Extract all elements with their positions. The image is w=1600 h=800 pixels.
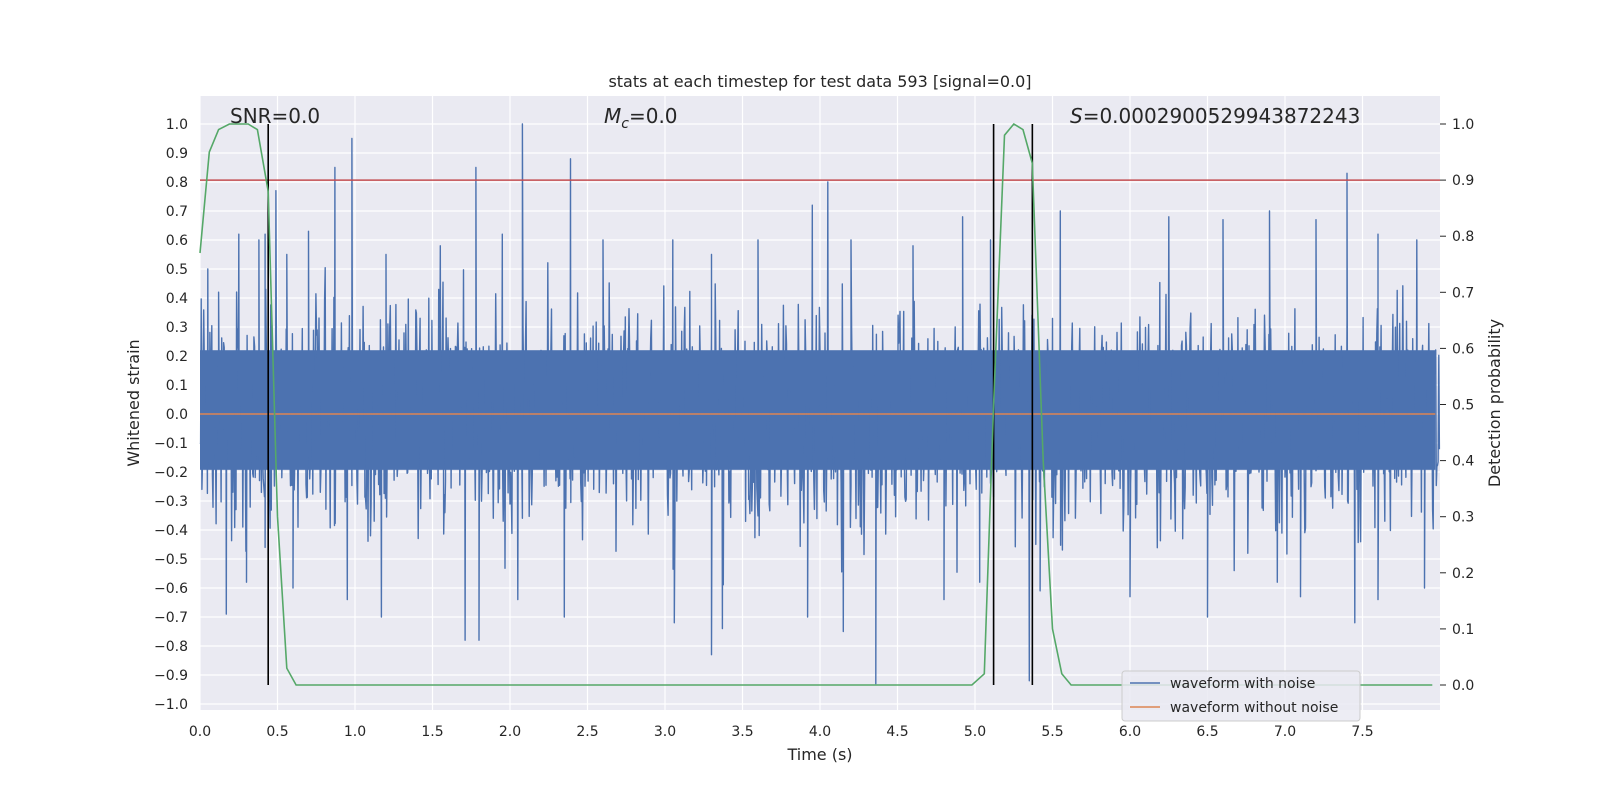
legend: waveform with noise waveform without noi… (1121, 670, 1361, 722)
y-tick-label: 0.9 (166, 146, 188, 162)
probability-line (199, 122, 1433, 686)
y2-tick-label: 0.7 (1452, 285, 1474, 301)
x-axis-label: Time (s) (786, 745, 852, 764)
y2-tick-label: 0.4 (1452, 454, 1474, 470)
y2-tick-label: 0.0 (1452, 678, 1474, 694)
x-tick-label: 1.5 (421, 724, 443, 740)
y-tick-label: 0.8 (166, 175, 188, 191)
x-tick-label: 4.5 (886, 724, 908, 740)
x-tick-label: 6.0 (1119, 724, 1141, 740)
y-tick-label: −0.6 (154, 581, 188, 597)
x-tick-label: 0.5 (266, 724, 288, 740)
y2-tick-label: 0.3 (1452, 510, 1474, 526)
y-tick-label: −0.4 (154, 523, 188, 539)
y-tick-label: 0.0 (166, 407, 188, 423)
s-value: =0.0002900529943872243 (1083, 104, 1361, 128)
legend-frame (1121, 670, 1361, 722)
y-tick-label: −0.8 (154, 639, 188, 655)
y2-tick-label: 0.6 (1452, 341, 1474, 357)
y-tick-label: 0.2 (166, 349, 188, 365)
noise-series (199, 123, 1441, 685)
x-tick-label: 2.0 (499, 724, 521, 740)
y2-axis-label: Detection probability (1485, 319, 1504, 487)
y2-tick-label: 0.9 (1452, 173, 1474, 189)
y-tick-label: 0.6 (166, 233, 188, 249)
mc-symbol: M (604, 104, 621, 128)
x-tick-label: 7.5 (1351, 724, 1373, 740)
s-annotation: S=0.0002900529943872243 (1070, 104, 1360, 128)
line-series (199, 122, 1440, 686)
y2-tick-label: 0.1 (1452, 622, 1474, 638)
y-tick-label: −0.1 (154, 436, 188, 452)
y-tick-label: −0.9 (154, 668, 188, 684)
y-tick-label: 0.4 (166, 291, 188, 307)
noise-waveform-line (199, 123, 1441, 685)
x-tick-label: 5.5 (1041, 724, 1063, 740)
y2-tick-label: 1.0 (1452, 117, 1474, 133)
mc-subscript: c (621, 116, 629, 132)
y2-tick-label: 0.2 (1452, 566, 1474, 582)
y-tick-label: −1.0 (154, 697, 188, 713)
x-tick-label: 3.5 (731, 724, 753, 740)
y-tick-label: 1.0 (166, 117, 188, 133)
chart-title: stats at each timestep for test data 593… (608, 72, 1031, 91)
y2-axis: 1.0 0.9 0.8 0.7 0.6 0.5 0.4 0.3 0.2 0.1 0.0 (1440, 117, 1474, 694)
y-tick-label: −0.5 (154, 552, 188, 568)
legend-label-noise: waveform with noise (1170, 676, 1315, 692)
x-tick-label: 7.0 (1274, 724, 1296, 740)
x-tick-label: 3.0 (654, 724, 676, 740)
x-tick-label: 5.0 (964, 724, 986, 740)
y-axis: 1.0 0.9 0.8 0.7 0.6 0.5 0.4 0.3 0.2 0.1 0.0 −0.1 −0.… (154, 117, 188, 713)
y-tick-label: −0.3 (154, 494, 188, 510)
x-tick-label: 2.5 (576, 724, 598, 740)
mc-value: =0.0 (629, 104, 678, 128)
x-tick-label: 4.0 (809, 724, 831, 740)
y-tick-label: 0.7 (166, 204, 188, 220)
x-tick-label: 1.0 (344, 724, 366, 740)
y2-tick-label: 0.5 (1452, 398, 1474, 414)
y-tick-label: −0.7 (154, 610, 188, 626)
legend-label-clean: waveform without noise (1170, 700, 1338, 716)
x-tick-label: 6.5 (1196, 724, 1218, 740)
x-tick-label: 0.0 (189, 724, 211, 740)
x-axis: 0.0 0.5 1.0 1.5 2.0 2.5 3.0 3.5 4.0 4.5 5.0 5.5 6.0 6… (189, 724, 1374, 740)
y-tick-label: −0.2 (154, 465, 188, 481)
y2-tick-label: 0.8 (1452, 229, 1474, 245)
y-tick-label: 0.5 (166, 262, 188, 278)
y-axis-label: Whitened strain (124, 339, 143, 466)
chirp-mass-annotation: Mc=0.0 (604, 104, 678, 132)
y-tick-label: 0.3 (166, 320, 188, 336)
s-symbol: S (1070, 104, 1083, 128)
y-tick-label: 0.1 (166, 378, 188, 394)
snr-annotation: SNR=0.0 (230, 104, 320, 128)
